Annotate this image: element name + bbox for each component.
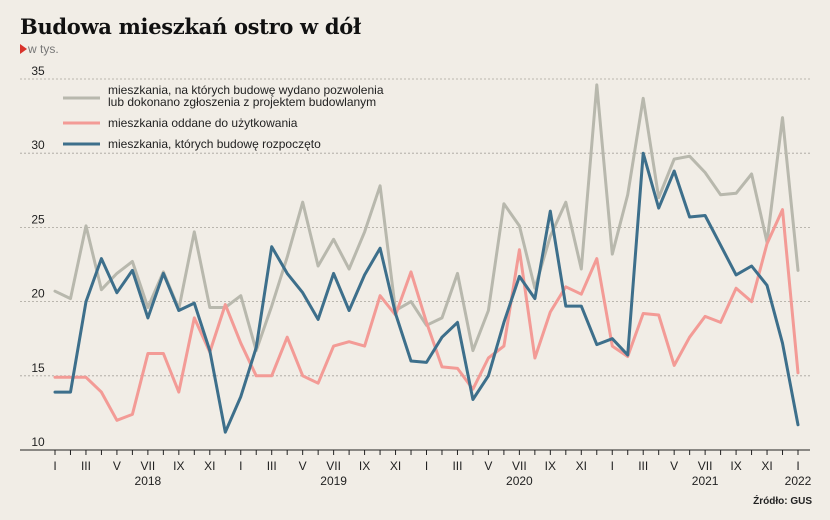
legend: mieszkania, na których budowę wydano poz… [63,83,384,151]
unit-label: w tys. [20,42,59,56]
y-tick-label: 10 [31,435,45,449]
y-tick-label: 20 [31,287,45,301]
x-month-label: III [452,459,462,473]
chart-title: Budowa mieszkań ostro w dół [20,14,361,39]
x-year-label: 2020 [506,474,533,488]
x-month-label: V [484,459,492,473]
x-month-label: V [113,459,121,473]
x-month-label: IX [545,459,556,473]
x-month-label: XI [761,459,772,473]
y-tick-label: 35 [31,64,45,78]
red-triangle-icon [20,44,27,54]
x-month-label: VII [141,459,156,473]
x-month-label: VII [512,459,527,473]
x-year-label: 2019 [320,474,347,488]
x-year-label: 2021 [692,474,719,488]
x-month-label: V [299,459,307,473]
y-axis-ticks: 10 15 20 25 30 35 [31,64,45,449]
x-month-label: V [670,459,678,473]
y-tick-label: 25 [31,212,45,226]
x-month-label: I [611,459,614,473]
y-tick-label: 30 [31,138,45,152]
unit-text: w tys. [28,42,59,56]
series-line-3 [53,151,800,434]
x-axis: I III V VII IX XI I III V VII IX XI I III V VII IX XI I III… [53,450,812,488]
x-month-label: III [267,459,277,473]
x-month-label: VII [326,459,341,473]
series-line-2 [53,208,800,422]
series-lines [53,83,800,434]
legend-label-2: mieszkania oddane do użytkowania [108,116,298,130]
legend-label-1: mieszkania, na których budowę wydano poz… [108,83,384,97]
x-month-label: XI [576,459,587,473]
x-year-label: 2018 [135,474,162,488]
x-month-label: XI [204,459,215,473]
x-month-label: I [53,459,56,473]
legend-label-3: mieszkania, których budowę rozpoczęto [108,137,321,151]
x-year-label: 2022 [785,474,812,488]
x-month-label: I [239,459,242,473]
x-month-label: IX [173,459,184,473]
x-month-label: VII [698,459,713,473]
source-note: Źródło: GUS [753,496,812,507]
x-month-label: IX [359,459,370,473]
x-month-label: III [638,459,648,473]
y-tick-label: 15 [31,361,45,375]
x-month-label: I [796,459,799,473]
legend-label-1: lub dokonano zgłoszenia z projektem budo… [108,95,376,109]
x-month-label: XI [390,459,401,473]
x-month-label: III [81,459,91,473]
x-month-label: IX [730,459,741,473]
x-month-label: I [425,459,428,473]
grid-lines [20,78,810,451]
